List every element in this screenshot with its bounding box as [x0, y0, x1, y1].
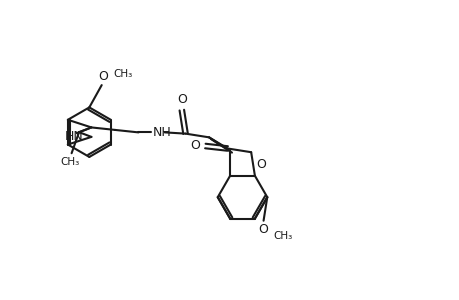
Text: O: O	[98, 70, 107, 83]
Text: CH₃: CH₃	[113, 69, 133, 79]
Text: O: O	[190, 139, 200, 152]
Text: O: O	[177, 93, 186, 106]
Text: CH₃: CH₃	[273, 231, 292, 241]
Text: HN: HN	[65, 130, 84, 143]
Text: CH₃: CH₃	[60, 157, 79, 167]
Text: O: O	[258, 223, 268, 236]
Text: NH: NH	[152, 126, 171, 139]
Text: O: O	[256, 158, 265, 172]
